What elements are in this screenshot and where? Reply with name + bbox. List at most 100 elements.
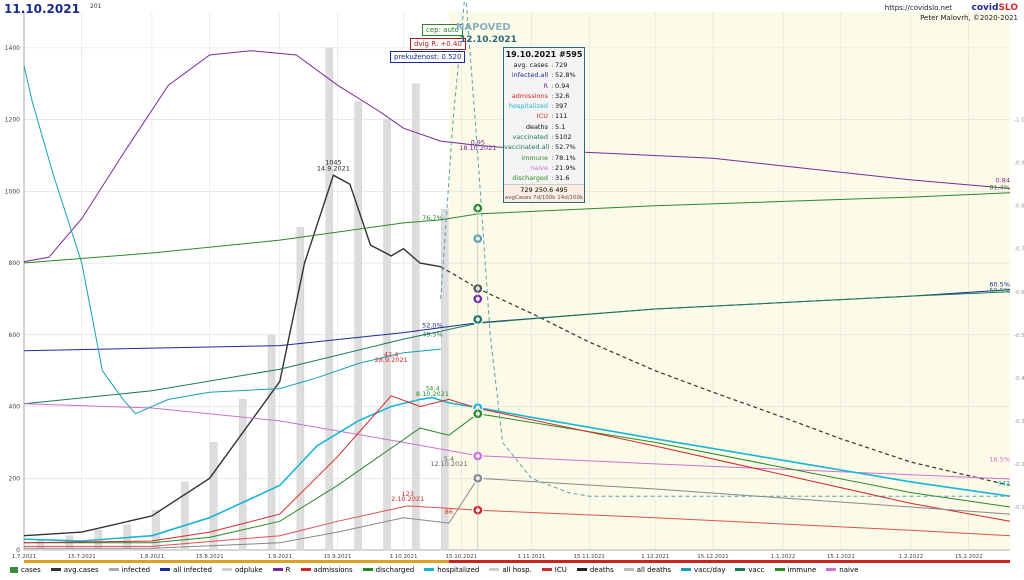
series-line (23, 174, 441, 537)
legend-item[interactable]: avg.cases (50, 565, 99, 574)
series-line (24, 505, 1011, 547)
x-tick-label: 15.7.2021 (68, 554, 96, 560)
annotation-label: 0.95 (471, 139, 485, 147)
legend-item[interactable]: odpluke (222, 566, 263, 574)
x-tick-label: 1.10.2021 (390, 554, 418, 560)
brand-logo: covidSLO (972, 3, 1018, 13)
tooltip-row-value: 52.8% (555, 71, 576, 80)
legend-label: deaths (589, 565, 614, 574)
annotation-label: 59.5% (989, 286, 1010, 294)
series-line (23, 403, 1011, 480)
legend-item[interactable]: all deaths (623, 565, 672, 574)
tooltip-row-value: 5.1 (555, 122, 566, 131)
legend-swatch (160, 568, 171, 571)
annotation-label: 34.4 (425, 384, 439, 392)
y-right-tick-label: -0.8 (1014, 204, 1024, 210)
x-tick-label: 1.9.2021 (268, 554, 293, 560)
x-tick-label: 15.11.2021 (573, 554, 605, 560)
legend-item[interactable]: R (272, 566, 291, 574)
y-tick-label: 800 (9, 260, 21, 267)
annotation-label: 49.5% (422, 331, 443, 339)
legend-label: avg.cases (63, 565, 99, 574)
legend-item[interactable]: vacc (735, 566, 765, 574)
tooltip-row-label: avg. cases (513, 61, 548, 69)
tooltip-row-sep: : (551, 163, 554, 172)
legend-swatch (222, 568, 232, 571)
legend-item[interactable]: discharged (362, 566, 414, 574)
tooltip-row: vaccinated.all:52.7% (504, 142, 584, 152)
legend-item[interactable]: ICU (541, 566, 567, 574)
param-dvig: dvig R: +0.40 (410, 38, 466, 50)
legend-item[interactable]: all hosp. (489, 566, 532, 574)
tooltip-row-label: vaccinated.all (504, 143, 550, 152)
tooltip-row-value: 21.9% (555, 163, 576, 172)
tooltip-row-value: 32.6 (555, 91, 570, 100)
legend-item[interactable]: vacc/day (681, 566, 725, 574)
legend-label: all deaths (636, 565, 672, 574)
param-cep: cep: auto (422, 24, 463, 36)
tooltip-row-sep: : (551, 61, 554, 69)
series-line (24, 413, 1011, 544)
tooltip-row-sep: : (551, 81, 554, 90)
series-line (24, 477, 1011, 549)
series-line (23, 291, 1011, 405)
tooltip-row-label: hospitalized (508, 102, 548, 111)
series-line (23, 192, 1011, 264)
tooltip-row-label: deaths (525, 122, 548, 131)
chart-date: 11.10.2021 (4, 2, 80, 16)
tooltip-row-value: 729 (555, 61, 568, 69)
legend-label: odpluke (235, 565, 263, 574)
legend-swatch (541, 568, 552, 571)
y-tick-label: 600 (9, 332, 21, 339)
annotation-label: 18.10.2021 (459, 144, 496, 152)
annotation-label: 42.4 (384, 350, 398, 358)
annotation-label: 28.9.2021 (375, 356, 408, 364)
tooltip-foot-caption: avgCases 7d/100k 14d/100k (504, 194, 584, 202)
annotation-label: 942 (998, 479, 1010, 487)
series-line (23, 396, 1011, 542)
tooltip-row-sep: : (551, 174, 554, 183)
case-bar (181, 481, 189, 551)
tooltip-row: admissions:32.6 (504, 91, 584, 101)
tooltip-row: vaccinated:5102 (504, 132, 584, 142)
legend-swatch (50, 568, 61, 571)
header-right: https://covidslo.net (885, 4, 952, 13)
legend-swatch (681, 568, 692, 571)
legend-label: naive (839, 565, 859, 574)
annotation-label: 86 (445, 508, 453, 516)
legend: cases avg.cases infected all infected odpluk… (0, 563, 1024, 576)
tooltip-row-value: 5102 (555, 133, 572, 142)
y-right-tick-label: -0.2 (1014, 462, 1024, 468)
annotation-label: 16.5% (989, 455, 1010, 463)
series-line (23, 395, 1011, 544)
legend-item[interactable]: hospitalized (424, 566, 479, 574)
legend-label: hospitalized (437, 565, 480, 574)
legend-item[interactable]: all infected (160, 566, 212, 574)
tooltip-row-sep: : (551, 71, 554, 80)
legend-item[interactable]: immune (774, 565, 817, 574)
y-right-tick-label: -0.9 (1014, 161, 1024, 167)
case-bar (412, 83, 420, 551)
legend-item[interactable]: naive (826, 566, 858, 574)
legend-item[interactable]: cases (10, 566, 41, 574)
legend-swatch (424, 568, 435, 571)
brand-a: covid (971, 3, 999, 13)
site-url[interactable]: https://covidslo.net (884, 4, 952, 12)
y-right-tick-label: -0.7 (1014, 247, 1024, 253)
legend-label: admissions (313, 565, 353, 574)
tooltip-row-sep: : (551, 122, 554, 131)
case-bar (152, 510, 160, 551)
series-line (440, 266, 1011, 486)
tooltip-panel: 19.10.2021 #595 avg. cases:729 infected.a… (503, 47, 585, 203)
legend-item[interactable]: infected (108, 566, 150, 574)
annotation-label: 0.84 (996, 176, 1010, 184)
legend-item[interactable]: deaths (576, 565, 614, 574)
legend-label: immune (787, 565, 817, 574)
tooltip-row-label: infected.all (511, 71, 548, 80)
annotation-label: 1045 (325, 158, 342, 166)
annotation-label: 12.10.2021 (430, 460, 467, 468)
legend-item[interactable]: admissions (300, 565, 353, 574)
y-tick-label: 1200 (5, 117, 20, 124)
